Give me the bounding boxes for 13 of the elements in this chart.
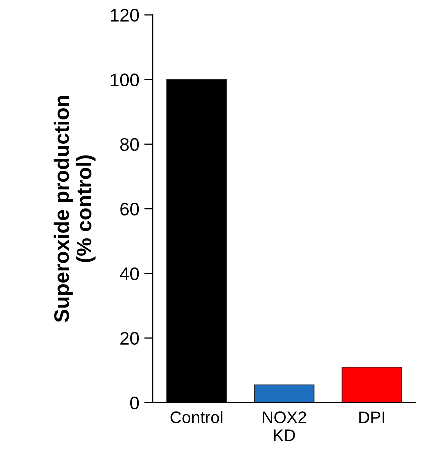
x-tick-label: DPI: [360, 412, 384, 424]
y-tick-label: 0: [130, 396, 140, 410]
y-tick-label: 100: [111, 74, 140, 87]
x-tick-label: NOX2 KD: [263, 412, 306, 442]
y-tick-label: 80: [120, 138, 140, 152]
y-axis-title: Superoxide production (% control): [54, 96, 96, 322]
bar: [342, 366, 402, 403]
y-tick-label: 40: [120, 268, 140, 280]
bar: [254, 384, 315, 403]
y-tick-label: 20: [120, 332, 140, 345]
y-tick-label: 60: [120, 202, 140, 216]
y-tick-label: 120: [111, 9, 140, 22]
x-tick-label: Control: [170, 411, 223, 424]
